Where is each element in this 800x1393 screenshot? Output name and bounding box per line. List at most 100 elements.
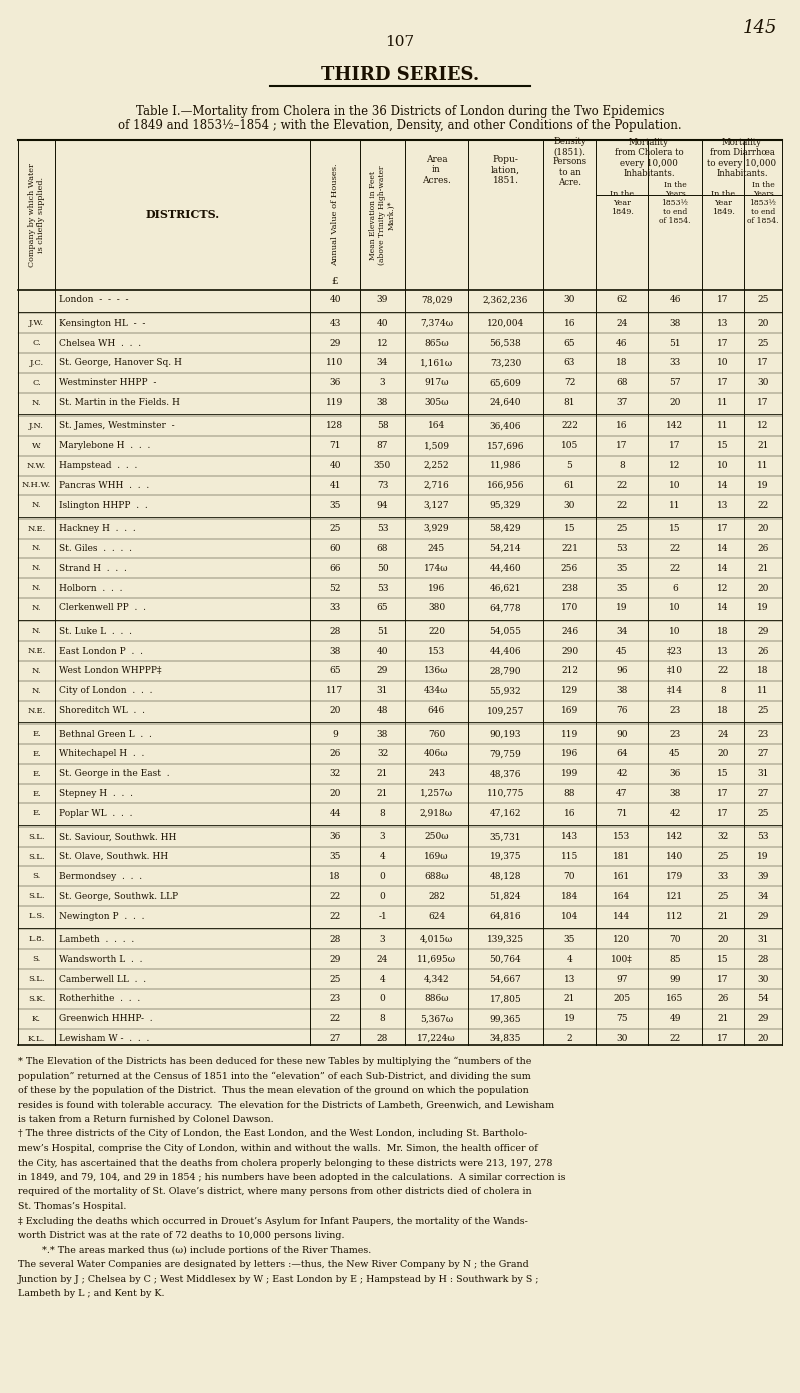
Text: Area
in
Acres.: Area in Acres. [422, 155, 451, 185]
Text: 64,816: 64,816 [490, 911, 522, 921]
Text: 246: 246 [561, 627, 578, 635]
Text: 406ω: 406ω [424, 749, 449, 758]
Text: E.: E. [32, 809, 41, 818]
Text: 119: 119 [326, 398, 344, 407]
Text: 143: 143 [561, 832, 578, 841]
Text: 35: 35 [330, 853, 341, 861]
Text: THIRD SERIES.: THIRD SERIES. [321, 65, 479, 84]
Text: 128: 128 [326, 422, 343, 430]
Text: 75: 75 [616, 1014, 628, 1024]
Text: 94: 94 [377, 501, 388, 510]
Text: 71: 71 [616, 809, 628, 818]
Text: Popu-
lation,
1851.: Popu- lation, 1851. [491, 155, 520, 185]
Text: 47,162: 47,162 [490, 809, 522, 818]
Text: 7,374ω: 7,374ω [420, 319, 453, 327]
Text: N.E.: N.E. [27, 706, 46, 715]
Text: 117: 117 [326, 687, 344, 695]
Text: 1,161ω: 1,161ω [420, 358, 453, 368]
Text: 16: 16 [564, 809, 575, 818]
Text: 22: 22 [758, 501, 769, 510]
Text: 4: 4 [380, 853, 386, 861]
Text: 36,406: 36,406 [490, 422, 522, 430]
Text: 760: 760 [428, 730, 445, 738]
Text: 110: 110 [326, 358, 344, 368]
Text: 17: 17 [718, 524, 729, 534]
Text: 45: 45 [616, 646, 628, 656]
Text: 96: 96 [616, 666, 628, 676]
Text: 25: 25 [616, 524, 628, 534]
Text: 28: 28 [330, 627, 341, 635]
Text: K.: K. [32, 1014, 41, 1022]
Text: 11: 11 [758, 461, 769, 469]
Text: 15: 15 [717, 442, 729, 450]
Text: 21: 21 [758, 564, 769, 573]
Text: 40: 40 [330, 295, 341, 305]
Text: 25: 25 [758, 809, 769, 818]
Text: 25: 25 [718, 892, 729, 901]
Text: S.L.: S.L. [28, 833, 45, 841]
Text: 11: 11 [670, 501, 681, 510]
Text: In the
Years
1853½
to end
of 1854.: In the Years 1853½ to end of 1854. [659, 181, 690, 226]
Text: 140: 140 [666, 853, 684, 861]
Text: 121: 121 [666, 892, 683, 901]
Text: 32: 32 [718, 832, 729, 841]
Text: 81: 81 [564, 398, 575, 407]
Text: *.* The areas marked thus (ω) include portions of the River Thames.: *.* The areas marked thus (ω) include po… [18, 1245, 371, 1255]
Text: 70: 70 [670, 935, 681, 944]
Text: 53: 53 [758, 832, 769, 841]
Text: 60: 60 [330, 545, 341, 553]
Text: Camberwell LL  .  .: Camberwell LL . . [59, 975, 146, 983]
Text: 13: 13 [718, 319, 729, 327]
Text: 19: 19 [564, 1014, 575, 1024]
Text: N.: N. [32, 605, 42, 612]
Text: 26: 26 [718, 995, 729, 1003]
Text: 65: 65 [329, 666, 341, 676]
Text: 29: 29 [758, 627, 769, 635]
Text: 144: 144 [614, 911, 630, 921]
Text: 22: 22 [718, 666, 729, 676]
Text: 4,015ω: 4,015ω [420, 935, 453, 944]
Text: 20: 20 [758, 319, 769, 327]
Text: 3,127: 3,127 [424, 501, 450, 510]
Text: 25: 25 [718, 853, 729, 861]
Text: 52: 52 [330, 584, 341, 592]
Text: 22: 22 [616, 501, 628, 510]
Text: 54,667: 54,667 [490, 975, 522, 983]
Text: W.: W. [32, 442, 42, 450]
Text: L.8.: L.8. [28, 935, 45, 943]
Text: 28: 28 [758, 954, 769, 964]
Text: 58: 58 [377, 422, 388, 430]
Text: Density
(1851).
Persons
to an
Acre.: Density (1851). Persons to an Acre. [553, 137, 586, 187]
Text: 14: 14 [718, 564, 729, 573]
Text: 10: 10 [670, 481, 681, 490]
Text: The several Water Companies are designated by letters :—thus, the New River Comp: The several Water Companies are designat… [18, 1261, 529, 1269]
Text: Mortality
from Cholera to
every 10,000
Inhabitants.: Mortality from Cholera to every 10,000 I… [614, 138, 683, 178]
Text: 38: 38 [330, 646, 341, 656]
Text: 222: 222 [561, 422, 578, 430]
Text: 70: 70 [564, 872, 575, 880]
Text: 24: 24 [718, 730, 729, 738]
Text: 153: 153 [614, 832, 630, 841]
Text: 50,764: 50,764 [490, 954, 522, 964]
Text: 64: 64 [616, 749, 628, 758]
Text: 28: 28 [330, 935, 341, 944]
Text: 164: 164 [428, 422, 445, 430]
Text: 30: 30 [616, 1034, 628, 1043]
Text: 88: 88 [564, 788, 575, 798]
Text: 33: 33 [670, 358, 681, 368]
Text: J.N.: J.N. [29, 422, 44, 430]
Text: 120,004: 120,004 [487, 319, 524, 327]
Text: 20: 20 [718, 749, 729, 758]
Text: Marylebone H  .  .  .: Marylebone H . . . [59, 442, 150, 450]
Text: 44,406: 44,406 [490, 646, 522, 656]
Text: 97: 97 [616, 975, 628, 983]
Text: 15: 15 [669, 524, 681, 534]
Text: 37: 37 [616, 398, 628, 407]
Text: 350: 350 [374, 461, 391, 469]
Text: 29: 29 [330, 954, 341, 964]
Text: 68: 68 [377, 545, 388, 553]
Text: 22: 22 [330, 1014, 341, 1024]
Text: 119: 119 [561, 730, 578, 738]
Text: 110,775: 110,775 [486, 788, 524, 798]
Text: 48: 48 [377, 706, 388, 715]
